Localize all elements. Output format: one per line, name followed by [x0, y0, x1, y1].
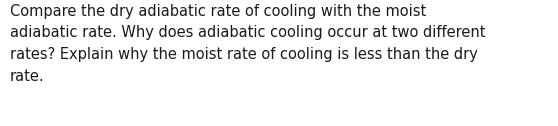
Text: Compare the dry adiabatic rate of cooling with the moist
adiabatic rate. Why doe: Compare the dry adiabatic rate of coolin… [10, 4, 485, 84]
